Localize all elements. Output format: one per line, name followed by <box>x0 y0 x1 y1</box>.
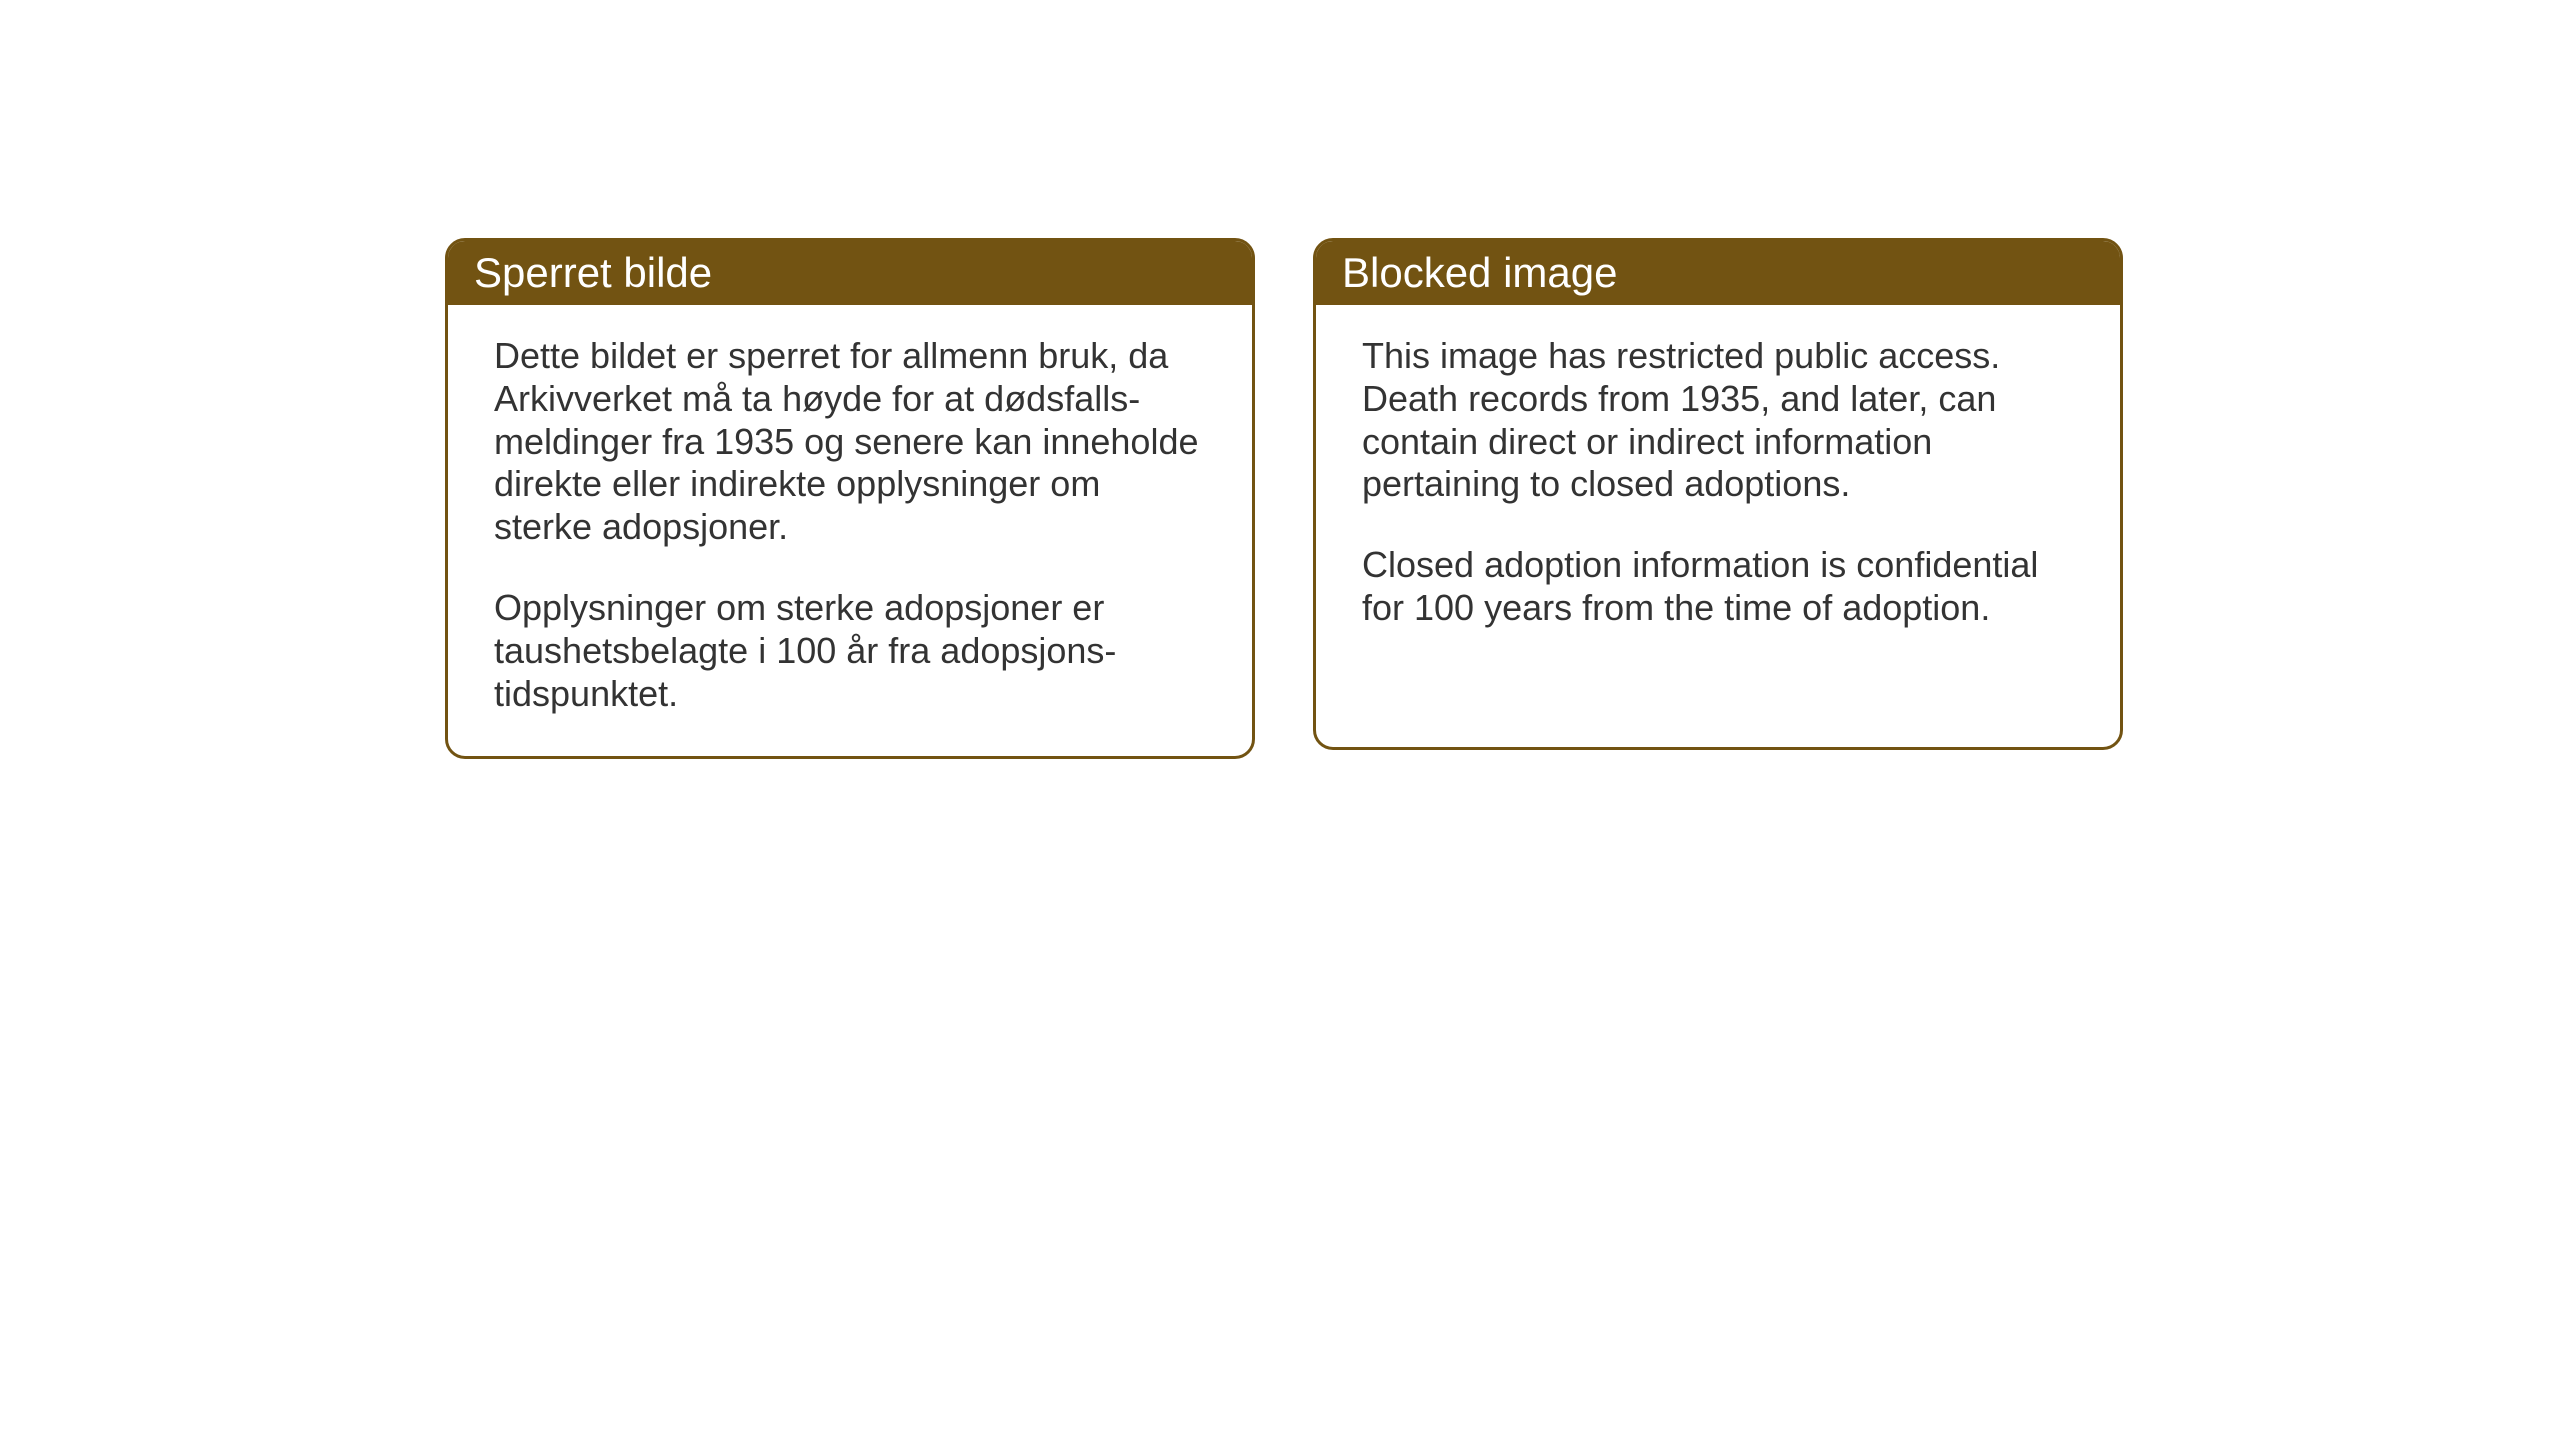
paragraph-english-1: This image has restricted public access.… <box>1362 335 2074 506</box>
notice-card-norwegian: Sperret bilde Dette bildet er sperret fo… <box>445 238 1255 759</box>
paragraph-english-2: Closed adoption information is confident… <box>1362 544 2074 630</box>
card-body-norwegian: Dette bildet er sperret for allmenn bruk… <box>448 305 1252 756</box>
paragraph-norwegian-1: Dette bildet er sperret for allmenn bruk… <box>494 335 1206 549</box>
paragraph-norwegian-2: Opplysninger om sterke adopsjoner er tau… <box>494 587 1206 715</box>
card-title-norwegian: Sperret bilde <box>474 249 712 296</box>
card-header-english: Blocked image <box>1316 241 2120 305</box>
notice-container: Sperret bilde Dette bildet er sperret fo… <box>445 238 2123 759</box>
notice-card-english: Blocked image This image has restricted … <box>1313 238 2123 750</box>
card-body-english: This image has restricted public access.… <box>1316 305 2120 670</box>
card-header-norwegian: Sperret bilde <box>448 241 1252 305</box>
card-title-english: Blocked image <box>1342 249 1617 296</box>
